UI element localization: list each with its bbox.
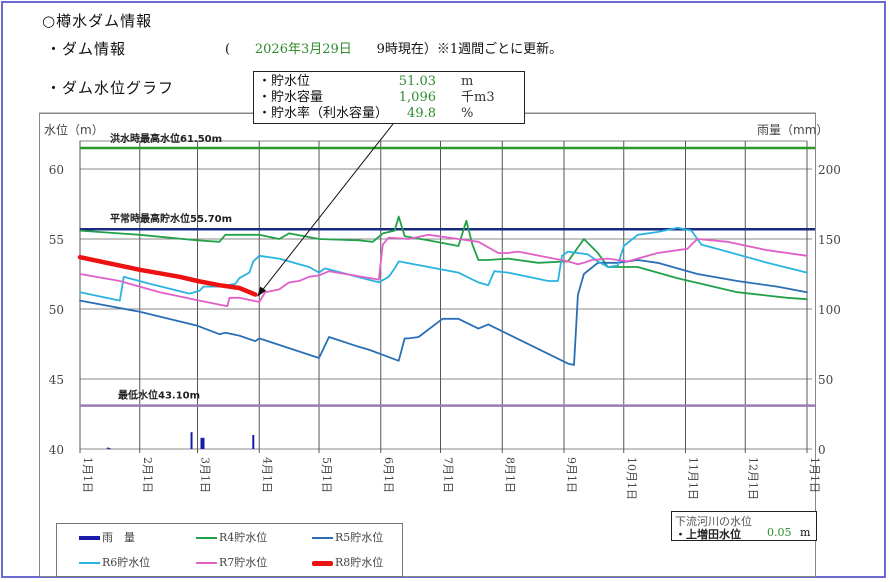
storage-rate-label: ・貯水率（利水容量） (258, 106, 389, 121)
x-tick-label: 6月1日 (382, 457, 395, 493)
rain-bar (200, 437, 203, 449)
x-tick-label: 3月1日 (199, 457, 212, 493)
storage-volume-value: 1,096 (398, 90, 436, 105)
rain-bar (108, 448, 111, 450)
legend-label-r5: R5貯水位 (335, 531, 384, 544)
x-tick-label: 4月1日 (260, 457, 273, 493)
river-level-value: 0.05 (767, 526, 792, 539)
reference-line-label: 洪水時最高水位61.50m (110, 132, 222, 145)
legend-r7: R7貯水位 (196, 556, 267, 570)
downstream-river-box: 下流河川の水位 ・上増田水位 0.05 m (671, 511, 817, 541)
series-line-R5貯水位 (79, 259, 808, 366)
legend-swatch-r5 (312, 537, 333, 539)
storage-rate-value: 49.8 (407, 106, 436, 121)
y-tick-label: 55 (49, 233, 64, 247)
chart-legend: 雨 量 R4貯水位 R5貯水位 R6貯水位 R7貯水位 R8貯水位 (56, 523, 403, 577)
legend-r5: R5貯水位 (312, 531, 383, 545)
paren-open: ( (225, 42, 231, 57)
storage-rate-unit: % (461, 106, 474, 121)
update-info: ( 2026年3月29日 9時現在）※1週間ごとに更新。 (225, 38, 562, 57)
y-tick-label: 40 (49, 443, 64, 457)
update-note: 9時現在）※1週間ごとに更新。 (376, 42, 563, 57)
river-level-label: ・上増田水位 (675, 528, 741, 541)
y-tick-label: 60 (49, 163, 64, 177)
storage-volume-label: ・貯水容量 (258, 90, 324, 105)
x-tick-label: 1月1日 (808, 457, 821, 493)
series-line-R7貯水位 (79, 233, 808, 308)
x-tick-label: 7月1日 (442, 457, 455, 493)
storage-level-row: ・貯水位 51.03 m (258, 73, 522, 90)
pointer-arrow (260, 123, 394, 292)
page-title: ○樽水ダム情報 (42, 12, 153, 30)
x-tick-label: 1月1日 (81, 457, 94, 493)
y2-tick-label: 50 (818, 373, 833, 387)
storage-level-unit: m (461, 74, 474, 89)
x-tick-label: 12月1日 (746, 457, 759, 500)
storage-info-box: ・貯水位 51.03 m ・貯水容量 1,096 千m3 ・貯水率（利水容量） … (253, 71, 525, 124)
legend-label-r8: R8貯水位 (335, 556, 384, 569)
dam-info-heading: ・ダム情報 (46, 40, 127, 58)
rain-bar (106, 447, 109, 449)
x-tick-label: 11月1日 (687, 457, 700, 500)
legend-label-r6: R6貯水位 (102, 556, 151, 569)
y-tick-label: 45 (49, 373, 64, 387)
plot-area (79, 140, 808, 450)
y2-tick-label: 0 (818, 443, 826, 457)
x-tick-label: 5月1日 (320, 457, 333, 493)
y-tick-label: 50 (49, 303, 64, 317)
reference-line-label: 平常時最高貯水位55.70m (110, 212, 232, 225)
graph-heading: ・ダム水位グラフ (46, 79, 175, 97)
y2-tick-label: 100 (818, 303, 841, 317)
reference-line-label: 最低水位43.10m (118, 389, 200, 402)
legend-rain: 雨 量 (79, 531, 135, 545)
legend-label-rain: 雨 量 (102, 531, 135, 544)
legend-swatch-r4 (196, 537, 217, 539)
legend-label-r4: R4貯水位 (219, 531, 268, 544)
current-date: 2026年3月29日 (254, 42, 352, 57)
storage-rate-row: ・貯水率（利水容量） 49.8 % (258, 105, 522, 122)
storage-volume-row: ・貯水容量 1,096 千m3 (258, 89, 522, 106)
x-tick-label: 9月1日 (565, 457, 578, 493)
rain-bar (202, 437, 205, 449)
legend-swatch-rain (79, 536, 100, 540)
storage-level-value: 51.03 (398, 74, 436, 89)
x-tick-label: 8月1日 (503, 457, 516, 493)
river-level-unit: m (800, 526, 811, 539)
x-tick-label: 2月1日 (141, 457, 154, 493)
x-tick-label: 10月1日 (625, 457, 638, 500)
river-header: 下流河川の水位 (675, 515, 752, 528)
legend-r6: R6貯水位 (79, 556, 150, 570)
legend-label-r7: R7貯水位 (219, 556, 268, 569)
rain-bar (190, 432, 193, 449)
series-line-R8貯水位 (77, 254, 258, 297)
y2-tick-label: 150 (818, 233, 841, 247)
legend-swatch-r7 (196, 562, 217, 564)
y2-tick-label: 200 (818, 163, 841, 177)
legend-swatch-r8 (312, 560, 333, 566)
legend-r4: R4貯水位 (196, 531, 267, 545)
rain-bar (252, 435, 255, 449)
storage-volume-unit: 千m3 (461, 90, 495, 105)
legend-swatch-r6 (79, 562, 100, 564)
storage-level-label: ・貯水位 (258, 74, 311, 89)
legend-r8: R8貯水位 (312, 556, 383, 570)
arrow-head-icon (257, 286, 267, 297)
y-axis-title: 水位（m） (44, 122, 104, 137)
y2-axis-title: 雨量（mm） (757, 123, 828, 137)
series-line-R4貯水位 (79, 215, 808, 301)
